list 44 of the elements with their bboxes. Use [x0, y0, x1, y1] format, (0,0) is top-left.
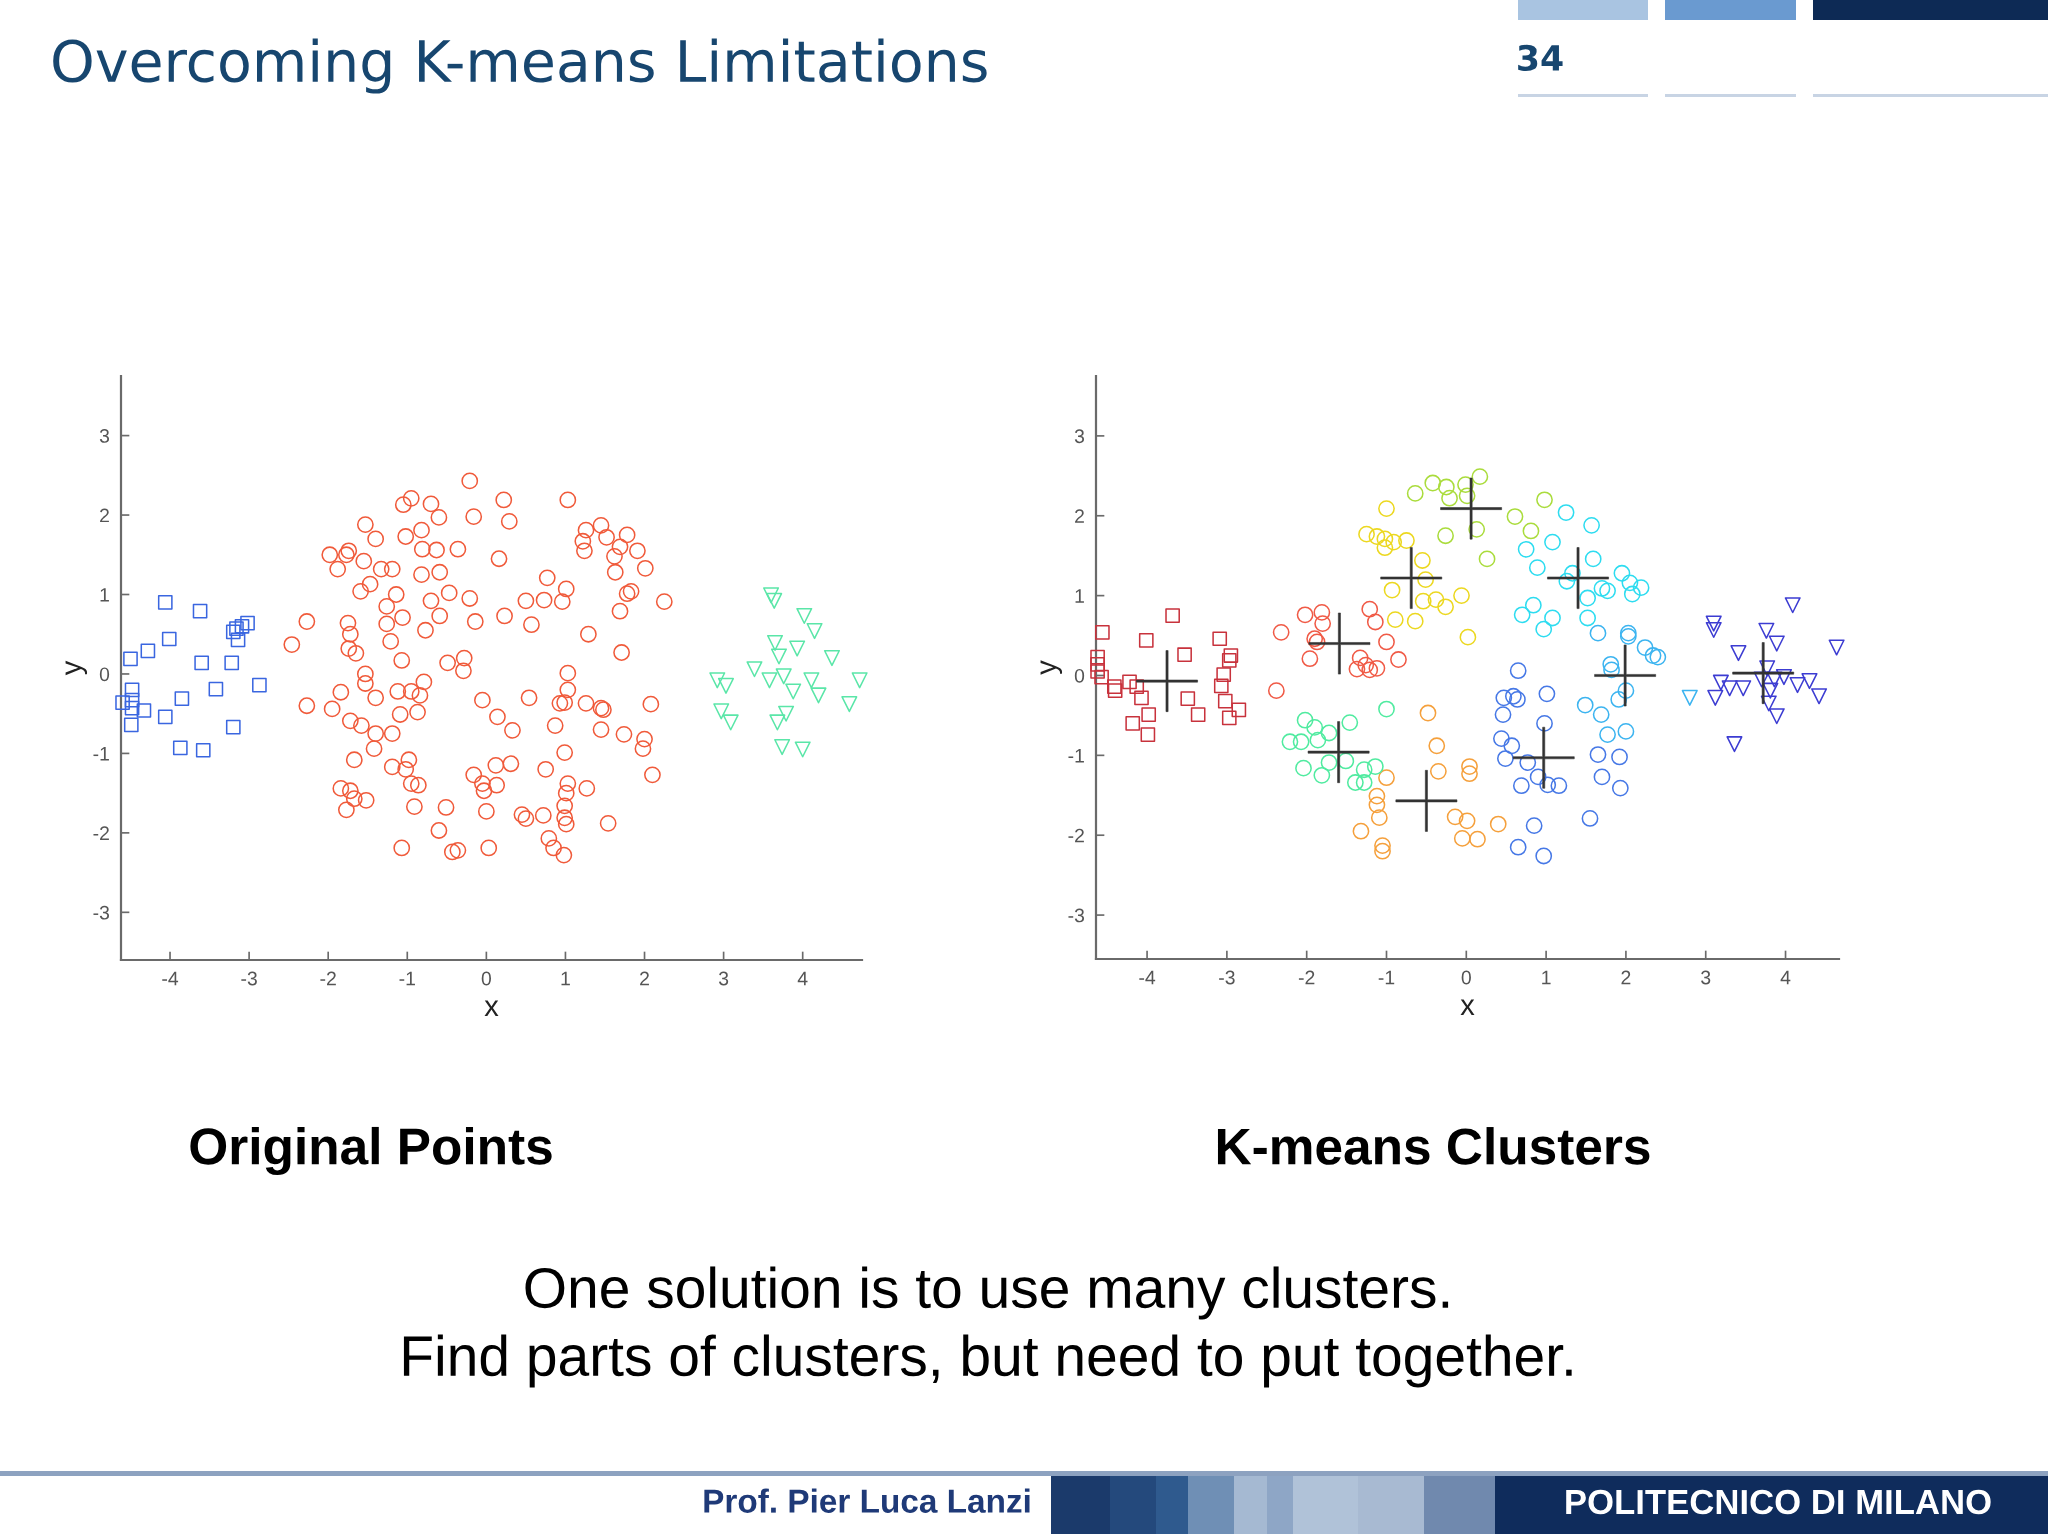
y-tick-label: 3 — [99, 429, 110, 443]
text: One solution is to use many clusters. — [525, 1266, 1449, 1320]
y-axis-title: y — [1040, 660, 1063, 675]
text: POLITECNICO DI MILANO — [1566, 1489, 1991, 1515]
x-tick-label: -2 — [1298, 970, 1315, 985]
y-tick-label: -3 — [93, 905, 110, 920]
x-tick-label: -1 — [1378, 970, 1395, 985]
y-tick-label: 3 — [1074, 429, 1085, 444]
y-tick-label: 2 — [1075, 509, 1084, 523]
text: K-means Clusters — [1217, 1127, 1650, 1165]
y-tick-label: 1 — [1075, 589, 1084, 603]
x-tick-label: 4 — [797, 971, 808, 986]
text: Overcoming K-means Limitations — [53, 38, 987, 94]
x-tick-label: 1 — [561, 971, 570, 986]
y-tick-label: 0 — [1074, 668, 1085, 683]
y-tick-label: 1 — [100, 588, 109, 602]
x-tick-label: -4 — [162, 971, 179, 986]
x-tick-label: 2 — [640, 971, 649, 986]
x-tick-label: -2 — [320, 971, 336, 986]
x-tick-label: 2 — [1621, 970, 1631, 985]
x-tick-label: 3 — [718, 971, 729, 986]
x-tick-label: 3 — [1701, 970, 1711, 985]
x-tick-label: -4 — [1139, 970, 1156, 985]
y-tick-label: -1 — [93, 747, 109, 761]
y-tick-label: -2 — [93, 826, 109, 840]
x-tick-label: -1 — [399, 971, 415, 986]
y-tick-label: 0 — [99, 667, 110, 682]
text: Find parts of clusters, but need to put together. — [403, 1334, 1572, 1388]
x-tick-label: -3 — [241, 971, 257, 986]
y-tick-label: -2 — [1068, 828, 1084, 843]
x-tick-label: 0 — [1461, 970, 1471, 985]
text: 34 — [1518, 44, 1563, 72]
y-axis-title: y — [65, 660, 88, 676]
text: Original Points — [190, 1126, 552, 1176]
y-tick-label: -3 — [1068, 908, 1085, 923]
x-tick-label: 1 — [1542, 970, 1551, 985]
x-axis-title: x — [1460, 999, 1475, 1015]
x-axis-title: x — [484, 1000, 499, 1016]
text: Prof. Pier Luca Lanzi — [704, 1488, 1030, 1513]
y-tick-label: 2 — [100, 508, 109, 523]
x-tick-label: 0 — [481, 971, 492, 986]
x-tick-label: 4 — [1780, 970, 1791, 985]
x-tick-label: -3 — [1219, 970, 1235, 985]
y-tick-label: -1 — [1068, 749, 1084, 763]
